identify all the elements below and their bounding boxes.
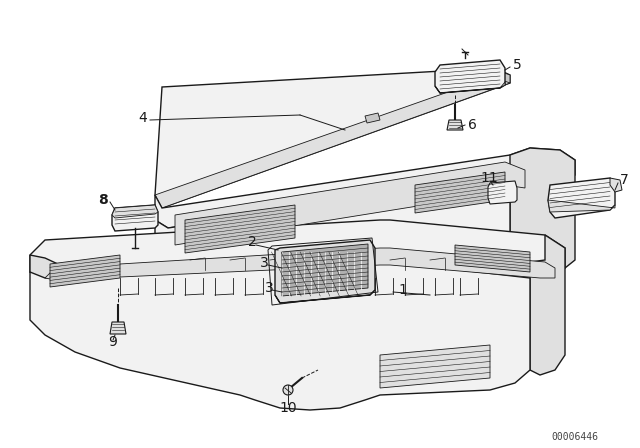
Polygon shape bbox=[455, 245, 530, 272]
Text: 11: 11 bbox=[480, 171, 498, 185]
Polygon shape bbox=[155, 148, 575, 228]
Text: 6: 6 bbox=[468, 118, 477, 132]
Polygon shape bbox=[175, 162, 525, 245]
Polygon shape bbox=[155, 175, 510, 280]
Text: 1: 1 bbox=[398, 283, 407, 297]
Polygon shape bbox=[488, 181, 517, 204]
Polygon shape bbox=[530, 235, 565, 375]
Polygon shape bbox=[447, 120, 463, 130]
Polygon shape bbox=[185, 205, 295, 253]
Polygon shape bbox=[435, 82, 505, 93]
Polygon shape bbox=[112, 205, 158, 218]
Circle shape bbox=[283, 385, 293, 395]
Polygon shape bbox=[110, 322, 126, 334]
Text: 3: 3 bbox=[265, 281, 274, 295]
Polygon shape bbox=[275, 240, 375, 303]
Polygon shape bbox=[30, 220, 565, 278]
Polygon shape bbox=[112, 205, 158, 231]
Polygon shape bbox=[50, 255, 120, 287]
Polygon shape bbox=[30, 255, 75, 295]
Polygon shape bbox=[510, 148, 575, 268]
Polygon shape bbox=[548, 178, 615, 218]
Text: 00006446: 00006446 bbox=[552, 432, 598, 442]
Polygon shape bbox=[496, 70, 510, 83]
Text: 10: 10 bbox=[279, 401, 297, 415]
Text: 2: 2 bbox=[248, 235, 257, 249]
Text: 4: 4 bbox=[138, 111, 147, 125]
Polygon shape bbox=[45, 248, 555, 280]
Polygon shape bbox=[275, 290, 375, 303]
Text: 5: 5 bbox=[513, 58, 522, 72]
Polygon shape bbox=[610, 178, 622, 192]
Text: 9: 9 bbox=[108, 335, 117, 349]
Polygon shape bbox=[415, 172, 505, 213]
Text: 3: 3 bbox=[260, 256, 269, 270]
Polygon shape bbox=[155, 68, 510, 208]
Polygon shape bbox=[30, 262, 530, 410]
Polygon shape bbox=[155, 73, 510, 208]
Polygon shape bbox=[435, 60, 505, 93]
Text: 7: 7 bbox=[620, 173, 628, 187]
Polygon shape bbox=[380, 345, 490, 388]
Text: 8: 8 bbox=[98, 193, 108, 207]
Polygon shape bbox=[282, 244, 368, 296]
Polygon shape bbox=[548, 200, 615, 212]
Polygon shape bbox=[365, 113, 380, 123]
